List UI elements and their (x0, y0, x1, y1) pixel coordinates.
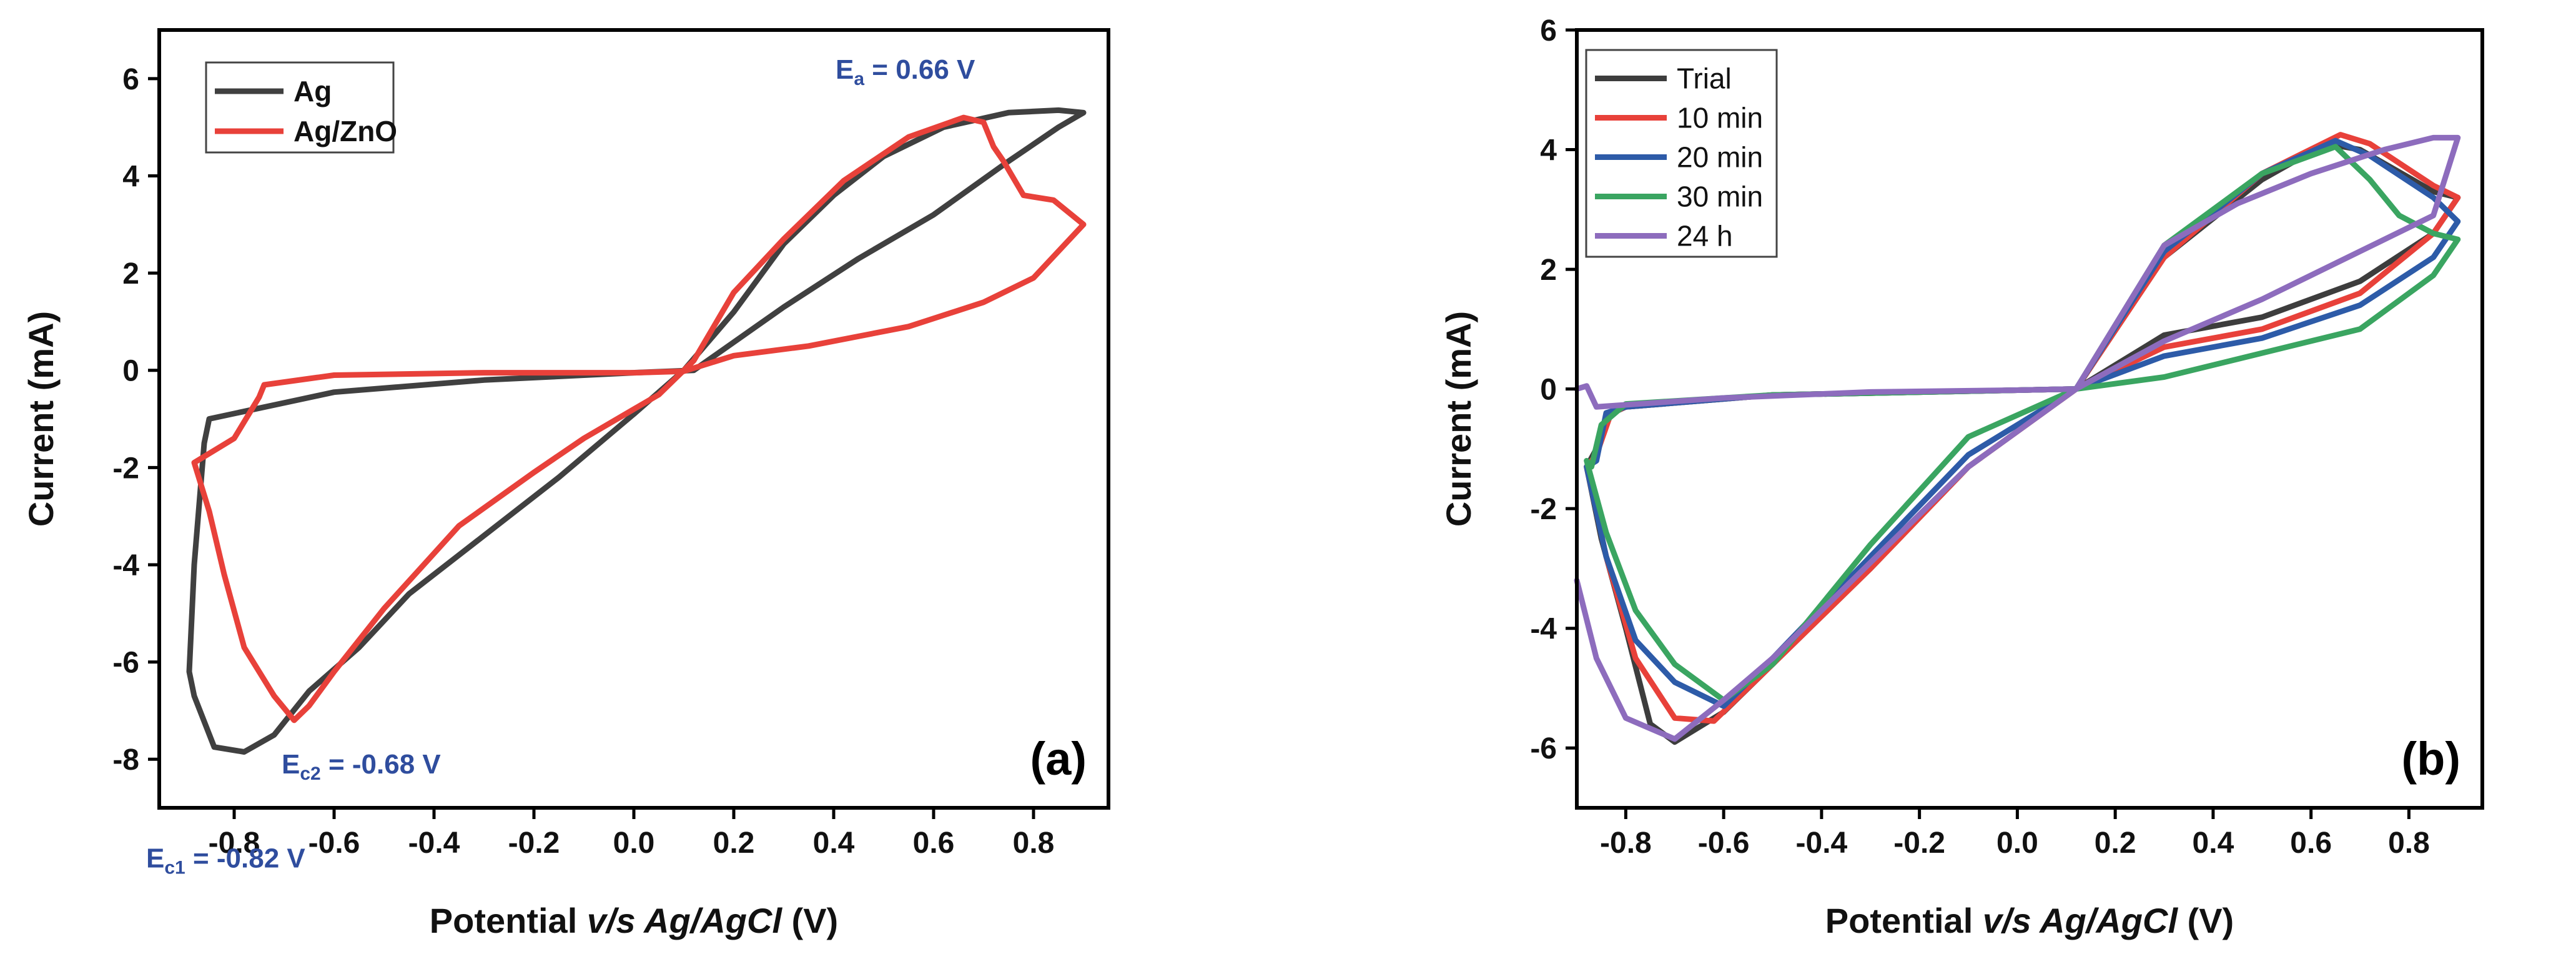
panel-a-y-tick-label-1: -6 (112, 647, 139, 680)
panel-a-series-ag-zno (191, 114, 1087, 723)
panel-a-x-tick-label-0: -0.8 (209, 827, 260, 860)
panel-b-x-axis-title-italic: v/s Ag/AgCl (1983, 901, 2179, 940)
annotation-ea-main: E (836, 54, 854, 85)
panel-a-x-tick-label-5: 0.2 (713, 827, 755, 860)
panel-a-legend-label-ag: Ag (294, 75, 332, 107)
panel-a-y-tick-label-5: 2 (122, 257, 139, 291)
panel-b-legend-label-30-min: 30 min (1677, 181, 1763, 213)
panel-b-chart: -0.8 -0.6 -0.4 -0.2 0.0 0.2 0.4 0.6 0.8-6-4-2024… (1439, 14, 2484, 940)
panel-a-chart: -0.8 -0.6 -0.4 -0.2 0.0 0.2 0.4 0.6 0.8 -8 -6 -4 -2 0… (21, 28, 1110, 940)
panel-a-x-tick-label-1: -0.6 (308, 827, 360, 860)
panel-b-x-axis-title-prefix: Potential (1825, 901, 1983, 940)
panel-a-x-axis-title: Potential v/s Ag/AgCl (V) (430, 901, 838, 940)
panel-b-x-axis-title: Potential v/s Ag/AgCl (V) (1825, 901, 2234, 940)
panel-b-x-tick-label-2: -0.4 (1796, 827, 1848, 860)
annotation-ec1-sub: c1 (164, 858, 185, 878)
panel-a-y-tick-label-3: -2 (112, 452, 139, 485)
panel-a-y-axis-title: Current (mA) (21, 311, 61, 527)
annotation-ec2-sub: c2 (300, 763, 320, 784)
panel-b-series-24-h (1574, 134, 2461, 742)
panel-a-series-layer (186, 107, 1087, 755)
panel-a-y-tick-label-4: 0 (122, 355, 139, 388)
panel-a-x-tick-label-4: 0.0 (613, 827, 655, 860)
panel-b-y-tick-label-0: -6 (1530, 732, 1557, 765)
panel-b-legend-label-24-h: 24 h (1677, 220, 1733, 252)
panel-a-y-tick-label-7: 6 (122, 63, 139, 96)
panel-a-legend: Ag Ag/ZnO (205, 61, 397, 154)
annotation-ec2: Ec2 = -0.68 V (282, 749, 441, 784)
panel-b-x-tick-label-5: 0.2 (2095, 827, 2136, 860)
panel-b-plot-frame (1575, 28, 2484, 810)
annotation-ea-rest: = 0.66 V (864, 54, 975, 85)
panel-b-y-tick-label-5: 4 (1540, 134, 1557, 167)
panel-a-series-ag (186, 107, 1087, 755)
annotation-ea-sub: a (854, 69, 864, 89)
panel-b-legend: Trial 10 min 20 min 30 min 24 h (1585, 49, 1778, 258)
annotation-ec2-rest: = -0.68 V (321, 749, 442, 780)
annotation-ec2-main: E (282, 749, 300, 780)
panel-b-legend-label-trial: Trial (1677, 62, 1732, 95)
panel-b-x-tick-label-6: 0.4 (2193, 827, 2234, 860)
panel-a-x-axis-title-suffix: (V) (782, 901, 838, 940)
panel-a-x-axis-title-prefix: Potential (430, 901, 587, 940)
panel-b-x-axis-title-suffix: (V) (2178, 901, 2234, 940)
panel-b-x-tick-label-1: -0.6 (1698, 827, 1750, 860)
panel-b-y-tick-label-6: 6 (1540, 14, 1557, 47)
panel-a-ticks-layer: -0.8 -0.6 -0.4 -0.2 0.0 0.2 0.4 0.6 0.8 -8 -6 -4 -2 0… (112, 63, 1054, 860)
panel-b-legend-box (1585, 49, 1778, 258)
panel-b-x-tick-label-8: 0.8 (2388, 827, 2430, 860)
panel-b-y-axis-title: Current (mA) (1439, 311, 1478, 527)
panel-a-plot-frame (157, 28, 1110, 810)
panel-a-x-tick-label-8: 0.8 (1013, 827, 1055, 860)
panel-b-label: (b) (2402, 733, 2461, 785)
panel-b-x-tick-label-4: 0.0 (1996, 827, 2038, 860)
panel-b-y-tick-label-4: 2 (1540, 254, 1557, 287)
panel-b-legend-label-20-min: 20 min (1677, 141, 1763, 174)
panel-a-x-tick-label-6: 0.4 (813, 827, 855, 860)
panel-b-x-tick-label-0: -0.8 (1600, 827, 1652, 860)
panel-b-y-tick-label-3: 0 (1540, 374, 1557, 407)
panel-b-y-tick-label-2: -2 (1530, 493, 1557, 526)
annotation-ec1-main: E (146, 843, 164, 874)
panel-b-x-tick-label-7: 0.6 (2290, 827, 2332, 860)
panel-a-x-axis-title-italic: v/s Ag/AgCl (587, 901, 783, 940)
panel-a-y-tick-label-6: 4 (122, 160, 139, 193)
panel-a-legend-box (205, 61, 395, 154)
panel-a-x-tick-label-7: 0.6 (913, 827, 955, 860)
panel-a-x-tick-label-3: -0.2 (508, 827, 560, 860)
annotation-ec1-rest: = -0.82 V (185, 843, 306, 874)
panel-b-y-tick-label-1: -4 (1530, 613, 1557, 646)
panel-a-y-tick-label-2: -4 (112, 549, 139, 582)
annotation-ec1: Ec1 = -0.82 V (146, 843, 305, 878)
panel-b-legend-label-10-min: 10 min (1677, 102, 1763, 134)
panel-b-x-tick-label-3: -0.2 (1893, 827, 1945, 860)
panel-b-series-layer (1574, 132, 2461, 745)
panel-a-label: (a) (1030, 733, 1087, 785)
panel-a-legend-label-ag-zno: Ag/ZnO (294, 115, 397, 147)
panel-a-x-tick-label-2: -0.4 (408, 827, 460, 860)
panel-a-y-tick-label-0: -8 (112, 743, 139, 777)
annotation-ea: Ea = 0.66 V (836, 54, 975, 89)
